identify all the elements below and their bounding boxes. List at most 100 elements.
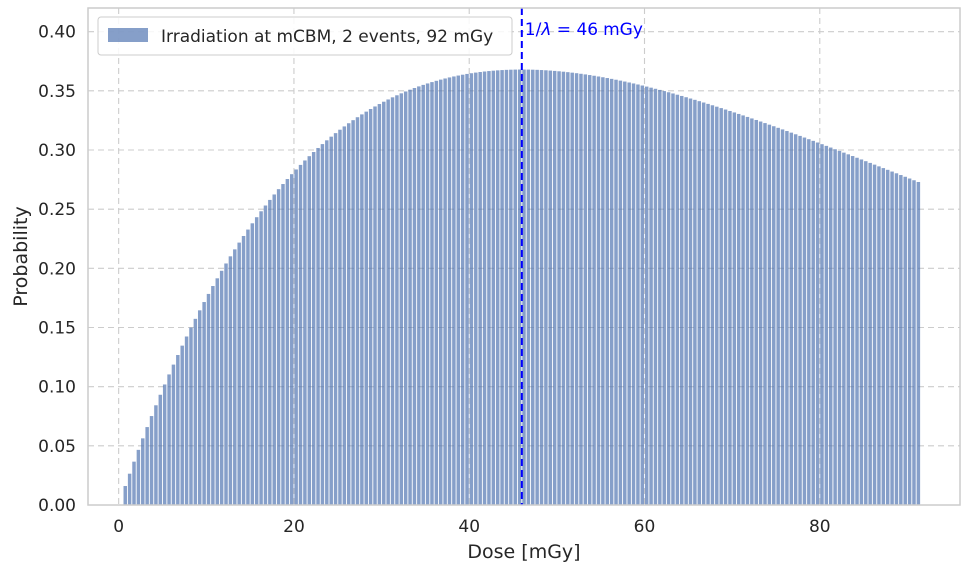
legend-box bbox=[97, 16, 513, 56]
histogram-bar bbox=[631, 83, 636, 506]
histogram-bar bbox=[640, 85, 645, 505]
histogram-bar bbox=[197, 310, 202, 505]
histogram-bar bbox=[824, 145, 829, 505]
histogram-bar bbox=[644, 86, 649, 505]
histogram-bar bbox=[618, 80, 623, 505]
y-axis-ticks: 0.00 0.05 0.10 0.15 0.20 0.25 0.30 0.35 0.40 bbox=[38, 23, 76, 516]
y-tick-label: 0.10 bbox=[38, 378, 76, 398]
histogram-bar bbox=[903, 176, 907, 505]
histogram-bar bbox=[469, 73, 474, 505]
histogram-bar bbox=[377, 104, 382, 506]
x-tick-label: 20 bbox=[283, 517, 305, 537]
histogram-bar bbox=[728, 110, 732, 506]
x-axis-label: Dose [mGy] bbox=[467, 541, 580, 563]
histogram-bar bbox=[294, 169, 298, 505]
annotation-unit: mGy bbox=[603, 20, 643, 40]
histogram-bar bbox=[338, 129, 342, 506]
histogram-bar bbox=[785, 131, 789, 505]
histogram-bar bbox=[211, 286, 215, 505]
histogram-bar bbox=[912, 180, 916, 505]
histogram-bar bbox=[136, 449, 141, 505]
histogram-bar bbox=[132, 461, 136, 505]
histogram-bar bbox=[697, 101, 702, 506]
histogram-bar bbox=[596, 76, 601, 505]
histogram-bar bbox=[228, 256, 233, 505]
histogram-bar bbox=[566, 72, 570, 505]
histogram-bar bbox=[307, 156, 312, 505]
histogram-bar bbox=[793, 134, 798, 506]
histogram-bar bbox=[609, 78, 614, 505]
histogram-bar bbox=[807, 139, 811, 505]
histogram-bar bbox=[346, 123, 351, 505]
histogram-bar bbox=[736, 113, 741, 506]
histogram-bar bbox=[417, 86, 421, 505]
histogram-bar bbox=[653, 88, 658, 505]
y-tick-label: 0.30 bbox=[38, 141, 76, 161]
histogram-bar bbox=[601, 77, 605, 506]
histogram-bar bbox=[412, 88, 417, 505]
histogram-bar bbox=[754, 119, 758, 505]
histogram-bar bbox=[868, 162, 872, 505]
histogram-bar bbox=[123, 486, 127, 505]
histogram-bar bbox=[662, 91, 666, 506]
histogram-bar bbox=[526, 69, 531, 505]
histogram-bar bbox=[447, 77, 452, 505]
histogram-bar bbox=[452, 76, 456, 506]
histogram-bar bbox=[623, 81, 627, 506]
histogram-bar bbox=[246, 229, 250, 505]
histogram-bar bbox=[434, 80, 439, 505]
histogram-bar bbox=[592, 75, 596, 505]
histogram-bar bbox=[180, 345, 184, 505]
histogram-bar bbox=[465, 73, 469, 505]
histogram-bar bbox=[351, 120, 355, 505]
lambda-annotation: 1/λ = 46 mGy bbox=[525, 20, 643, 40]
histogram-bar bbox=[193, 318, 198, 505]
x-tick-label: 80 bbox=[809, 517, 831, 537]
histogram-bar bbox=[776, 127, 780, 506]
histogram-bar bbox=[219, 270, 224, 505]
histogram-bar bbox=[333, 133, 338, 506]
histogram-bar bbox=[710, 105, 715, 505]
histogram-bar bbox=[820, 144, 824, 505]
histogram-bar bbox=[320, 144, 325, 506]
y-axis-label: Probability bbox=[10, 206, 32, 306]
histogram-bar bbox=[408, 89, 412, 506]
histogram-bar bbox=[342, 126, 347, 506]
histogram-bar bbox=[171, 364, 176, 505]
histogram-bar bbox=[482, 71, 487, 505]
histogram-bar bbox=[881, 168, 886, 505]
histogram-bar bbox=[675, 94, 680, 505]
histogram-bar bbox=[364, 111, 368, 506]
histogram-bar bbox=[303, 160, 307, 505]
histogram-bar bbox=[241, 235, 246, 505]
histogram-bar bbox=[233, 249, 237, 505]
y-tick-label: 0.15 bbox=[38, 319, 76, 339]
histogram-bar bbox=[162, 384, 167, 505]
histogram-bar bbox=[855, 157, 859, 505]
legend-swatch bbox=[108, 28, 148, 42]
histogram-bar bbox=[281, 184, 285, 506]
legend: Irradiation at mCBM, 2 events, 92 mGy bbox=[97, 16, 513, 56]
histogram-bar bbox=[833, 149, 837, 505]
y-tick-label: 0.25 bbox=[38, 200, 76, 220]
histogram-bar bbox=[574, 73, 579, 505]
histogram-bar bbox=[127, 473, 132, 505]
histogram-bar bbox=[798, 135, 802, 505]
histogram-bar bbox=[298, 164, 303, 505]
histogram-bar bbox=[658, 89, 662, 506]
histogram-bar bbox=[259, 211, 263, 505]
x-tick-label: 40 bbox=[458, 517, 480, 537]
histogram-bar bbox=[916, 181, 921, 505]
histogram-bar bbox=[517, 69, 522, 506]
histogram-bar bbox=[189, 327, 193, 505]
histogram-bar bbox=[802, 137, 807, 505]
histogram-bar bbox=[666, 92, 671, 505]
histogram-bar bbox=[557, 71, 561, 505]
histogram-bar bbox=[614, 79, 618, 505]
histogram-bar bbox=[636, 84, 640, 505]
histogram-bar bbox=[750, 118, 754, 505]
histogram-bar bbox=[850, 156, 855, 505]
histogram-bar bbox=[176, 355, 180, 505]
histogram-bar bbox=[723, 109, 728, 505]
